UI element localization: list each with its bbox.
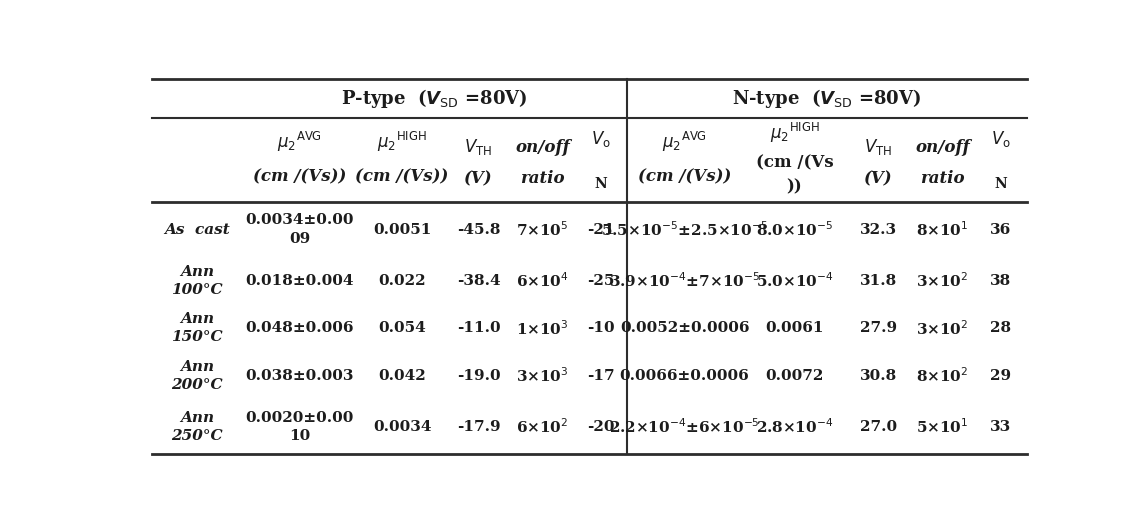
Text: -17: -17 (587, 369, 615, 383)
Text: 0.022: 0.022 (378, 274, 426, 288)
Text: (cm /(Vs)): (cm /(Vs)) (253, 169, 346, 185)
Text: ratio: ratio (920, 170, 965, 187)
Text: Ann
100°C: Ann 100°C (171, 265, 223, 297)
Text: 31.8: 31.8 (860, 274, 897, 288)
Text: (cm /(Vs: (cm /(Vs (755, 154, 833, 171)
Text: 0.048±0.006: 0.048±0.006 (245, 321, 354, 335)
Text: 0.054: 0.054 (378, 321, 426, 335)
Text: $\mu$$_2$$^{\rm HIGH}$: $\mu$$_2$$^{\rm HIGH}$ (377, 129, 427, 154)
Text: 2.2×10$^{-4}$±6×10$^{-5}$: 2.2×10$^{-4}$±6×10$^{-5}$ (610, 418, 760, 436)
Text: 29: 29 (990, 369, 1012, 383)
Text: ratio: ratio (520, 170, 565, 187)
Text: 27.0: 27.0 (860, 420, 897, 434)
Text: $\mu$$_2$$^{\rm HIGH}$: $\mu$$_2$$^{\rm HIGH}$ (770, 121, 819, 145)
Text: (V): (V) (864, 170, 893, 187)
Text: 3.9×10$^{-4}$±7×10$^{-5}$: 3.9×10$^{-4}$±7×10$^{-5}$ (609, 271, 760, 290)
Text: 5.0×10$^{-4}$: 5.0×10$^{-4}$ (755, 271, 833, 290)
Text: 0.0052±0.0006: 0.0052±0.0006 (620, 321, 749, 335)
Text: on/off: on/off (916, 139, 970, 156)
Text: (cm /(Vs)): (cm /(Vs)) (355, 169, 449, 185)
Text: Ann
150°C: Ann 150°C (171, 312, 223, 344)
Text: 3×10$^3$: 3×10$^3$ (516, 366, 568, 385)
Text: 0.042: 0.042 (378, 369, 426, 383)
Text: -10: -10 (587, 321, 615, 335)
Text: on/off: on/off (516, 139, 570, 156)
Text: $\mu$$_2$$^{\rm AVG}$: $\mu$$_2$$^{\rm AVG}$ (662, 129, 707, 154)
Text: P-type  ($\bfit{V}_{\rm SD}$ =80V): P-type ($\bfit{V}_{\rm SD}$ =80V) (342, 87, 527, 110)
Text: -45.8: -45.8 (457, 223, 501, 237)
Text: 0.0034±0.00
09: 0.0034±0.00 09 (245, 213, 354, 246)
Text: 32.3: 32.3 (860, 223, 897, 237)
Text: 0.018±0.004: 0.018±0.004 (245, 274, 354, 288)
Text: 5.5×10$^{-5}$±2.5×10$^{-5}$: 5.5×10$^{-5}$±2.5×10$^{-5}$ (601, 220, 768, 239)
Text: 28: 28 (990, 321, 1012, 335)
Text: 0.038±0.003: 0.038±0.003 (245, 369, 354, 383)
Text: 0.0020±0.00
10: 0.0020±0.00 10 (245, 411, 354, 443)
Text: (cm /(Vs)): (cm /(Vs)) (638, 169, 731, 185)
Text: 0.0051: 0.0051 (372, 223, 431, 237)
Text: $V$$_{\rm TH}$: $V$$_{\rm TH}$ (464, 137, 493, 157)
Text: 30.8: 30.8 (860, 369, 897, 383)
Text: 0.0034: 0.0034 (372, 420, 431, 434)
Text: -11.0: -11.0 (457, 321, 501, 335)
Text: -20: -20 (587, 420, 614, 434)
Text: 8.0×10$^{-5}$: 8.0×10$^{-5}$ (756, 220, 833, 239)
Text: )): )) (786, 179, 802, 195)
Text: N: N (595, 177, 607, 191)
Text: -21: -21 (587, 223, 614, 237)
Text: -19.0: -19.0 (457, 369, 501, 383)
Text: 0.0072: 0.0072 (766, 369, 824, 383)
Text: -25: -25 (588, 274, 614, 288)
Text: -17.9: -17.9 (457, 420, 501, 434)
Text: 8×10$^2$: 8×10$^2$ (917, 366, 968, 385)
Text: 6×10$^4$: 6×10$^4$ (516, 271, 570, 290)
Text: 0.0061: 0.0061 (766, 321, 824, 335)
Text: 3×10$^2$: 3×10$^2$ (917, 319, 968, 337)
Text: (V): (V) (464, 170, 493, 187)
Text: $V$$_{\rm o}$: $V$$_{\rm o}$ (991, 129, 1011, 149)
Text: 38: 38 (990, 274, 1012, 288)
Text: N: N (995, 177, 1007, 191)
Text: 1×10$^3$: 1×10$^3$ (516, 319, 568, 337)
Text: N-type  ($\bfit{V}_{\rm SD}$ =80V): N-type ($\bfit{V}_{\rm SD}$ =80V) (732, 87, 921, 110)
Text: 6×10$^2$: 6×10$^2$ (517, 418, 568, 436)
Text: Ann
250°C: Ann 250°C (171, 411, 223, 443)
Text: 5×10$^1$: 5×10$^1$ (917, 418, 968, 436)
Text: $\mu$$_2$$^{\rm AVG}$: $\mu$$_2$$^{\rm AVG}$ (277, 129, 322, 154)
Text: 33: 33 (990, 420, 1012, 434)
Text: $V$$_{\rm TH}$: $V$$_{\rm TH}$ (864, 137, 893, 157)
Text: Ann
200°C: Ann 200°C (171, 359, 223, 392)
Text: 0.0066±0.0006: 0.0066±0.0006 (620, 369, 749, 383)
Text: As  cast: As cast (164, 223, 230, 237)
Text: $V$$_{\rm o}$: $V$$_{\rm o}$ (591, 129, 611, 149)
Text: 8×10$^1$: 8×10$^1$ (917, 220, 968, 239)
Text: 2.8×10$^{-4}$: 2.8×10$^{-4}$ (756, 418, 833, 436)
Text: 27.9: 27.9 (860, 321, 897, 335)
Text: 7×10$^5$: 7×10$^5$ (517, 220, 568, 239)
Text: 36: 36 (990, 223, 1012, 237)
Text: -38.4: -38.4 (457, 274, 501, 288)
Text: 3×10$^2$: 3×10$^2$ (917, 271, 968, 290)
